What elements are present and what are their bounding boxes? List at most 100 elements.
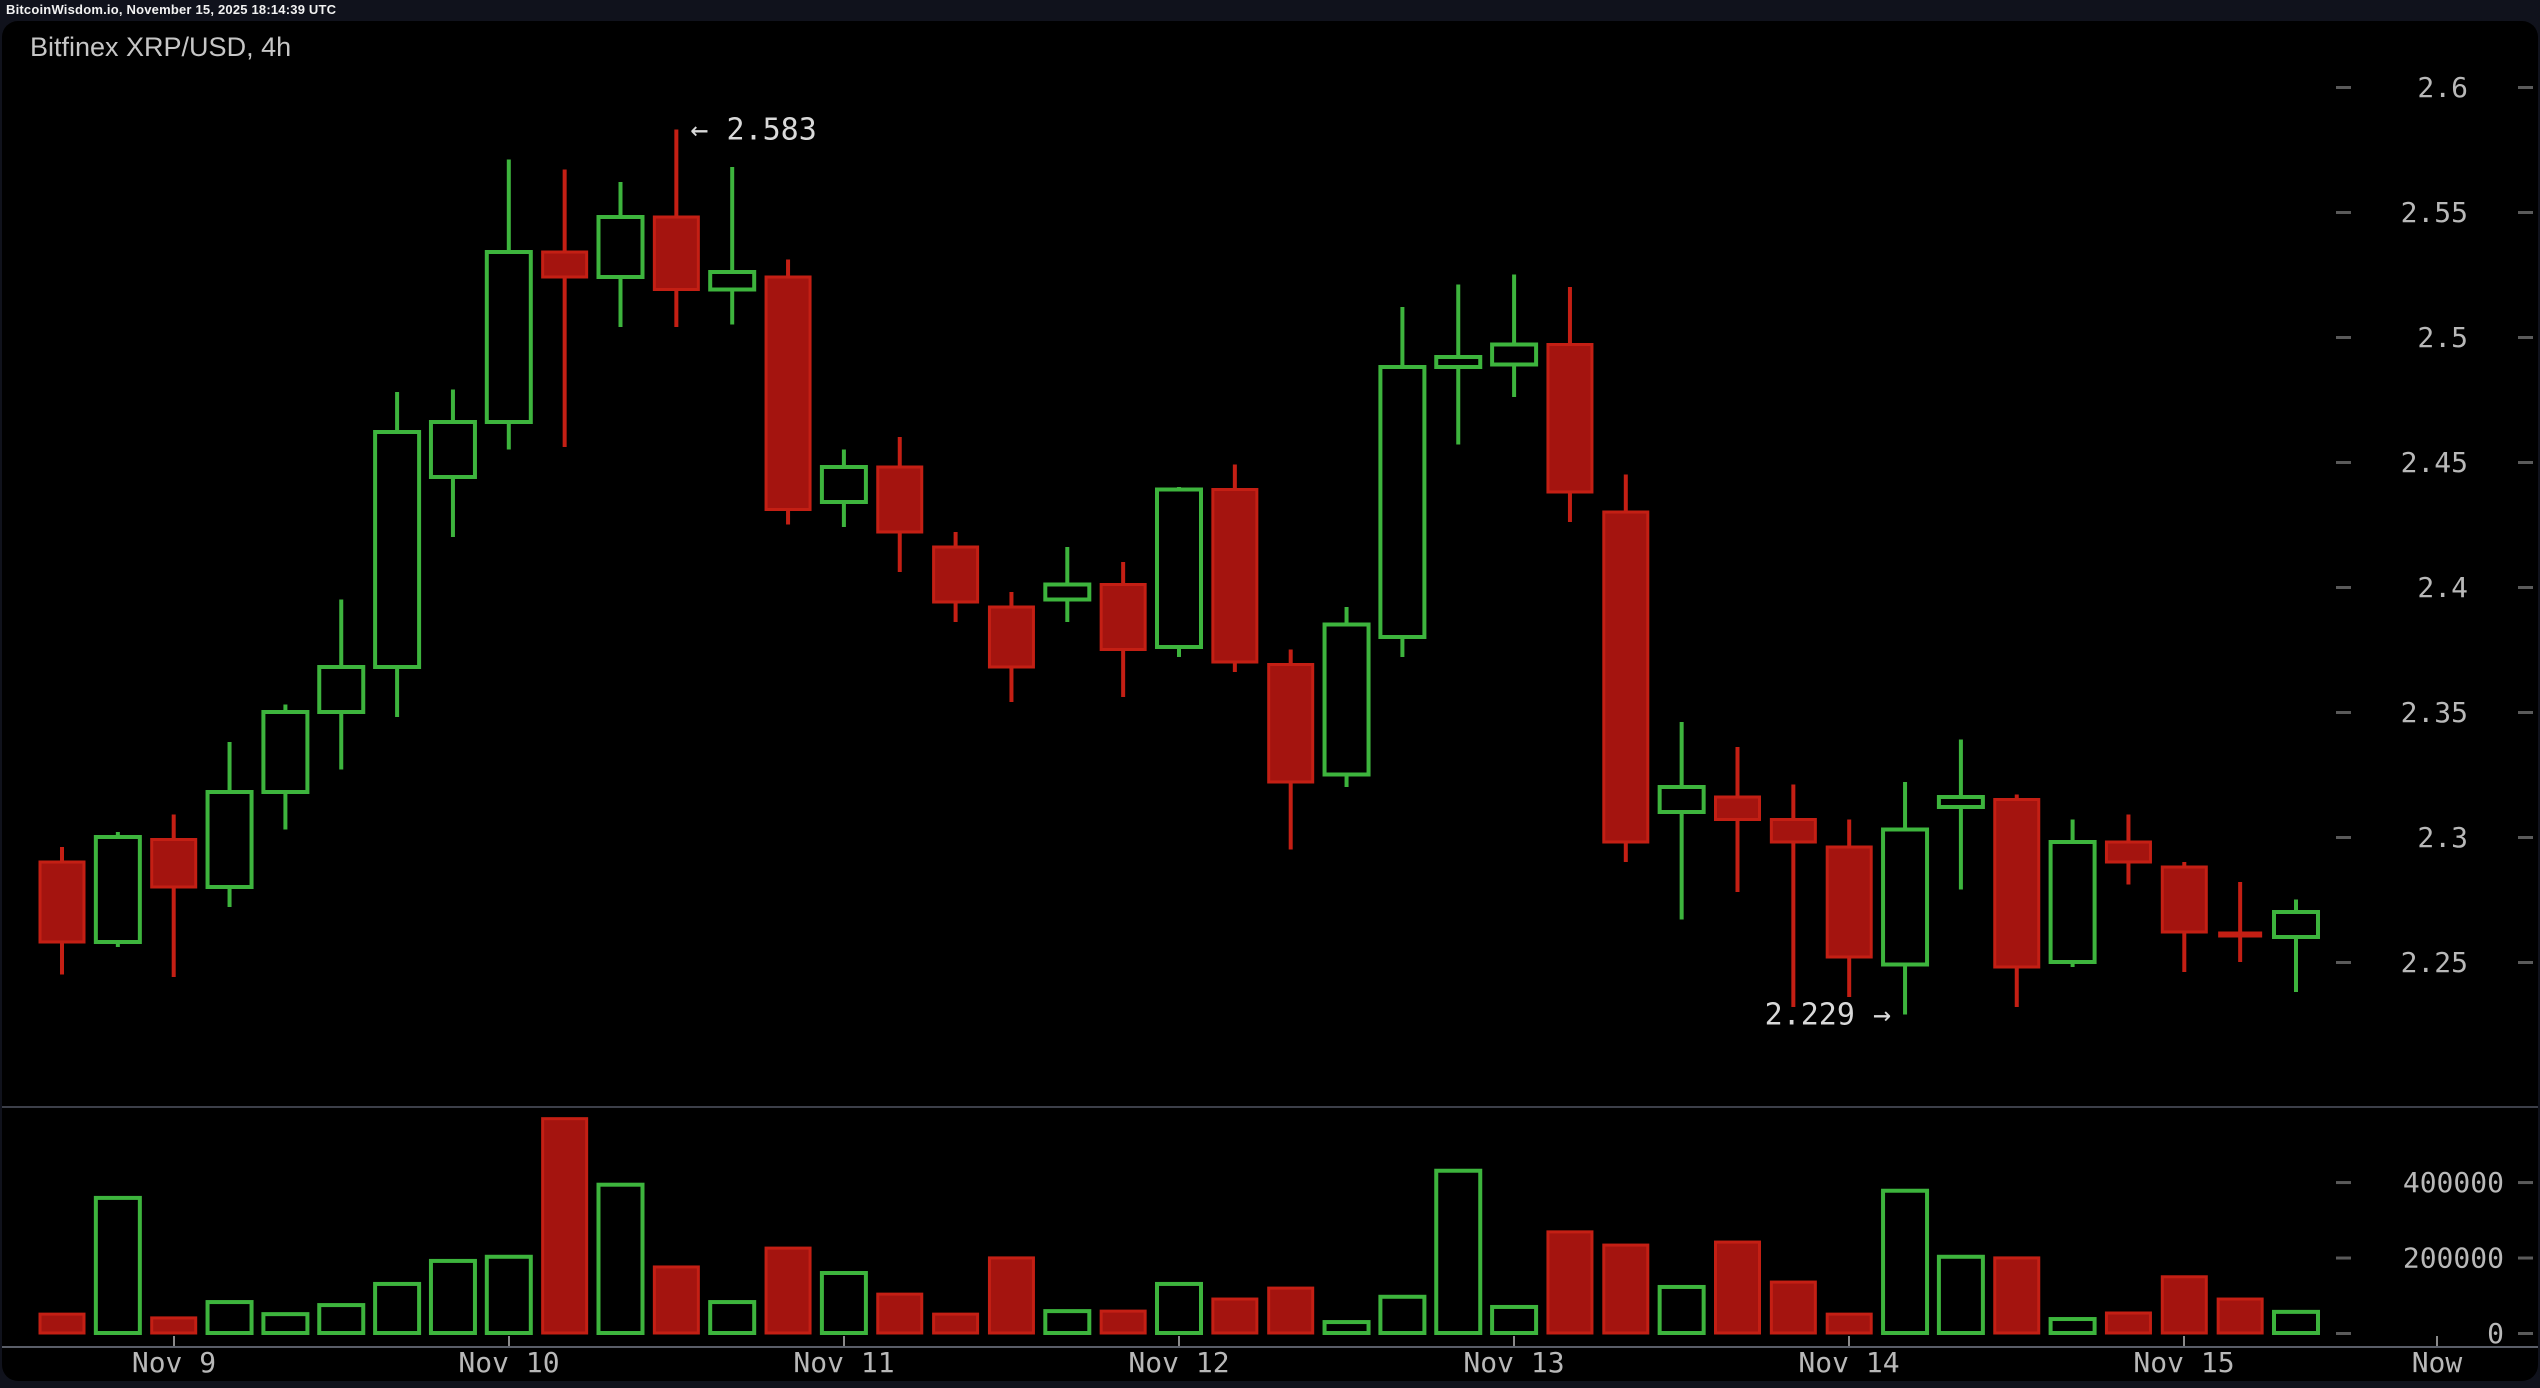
candle-body-up[interactable] xyxy=(261,710,310,794)
volume-bar-down[interactable] xyxy=(1602,1243,1650,1335)
candle-body-down[interactable] xyxy=(1211,488,1259,664)
candle-wick-down[interactable] xyxy=(171,814,176,978)
volume-bar-up[interactable] xyxy=(1936,1254,1985,1335)
candle-body-down[interactable] xyxy=(876,465,924,534)
volume-bar-up[interactable] xyxy=(317,1303,366,1335)
candle-body-up[interactable] xyxy=(484,250,533,424)
candle-body-down[interactable] xyxy=(1825,845,1873,959)
candle-body-down[interactable] xyxy=(1602,510,1650,844)
candle-body-doji-down[interactable] xyxy=(2218,931,2263,938)
candle-body-up[interactable] xyxy=(2272,910,2320,939)
candle-body-down[interactable] xyxy=(1714,795,1761,821)
volume-bar-up[interactable] xyxy=(1881,1188,1930,1335)
volume-bar-down[interactable] xyxy=(1993,1256,2041,1335)
candle-body-up[interactable] xyxy=(1936,795,1985,809)
volume-bar-up[interactable] xyxy=(428,1258,477,1336)
volume-bar-down[interactable] xyxy=(1714,1240,1761,1335)
volume-bar-up[interactable] xyxy=(2048,1317,2097,1335)
volume-bar-up[interactable] xyxy=(1378,1294,1427,1335)
volume-bar-down[interactable] xyxy=(2216,1297,2264,1335)
volume-bar-up[interactable] xyxy=(1322,1320,1371,1336)
volume-bar-down[interactable] xyxy=(38,1312,86,1335)
volume-bar-down[interactable] xyxy=(150,1316,198,1335)
candle-body-up[interactable] xyxy=(1490,342,1539,367)
volume-bar-up[interactable] xyxy=(1657,1284,1706,1336)
candle-body-down[interactable] xyxy=(541,250,589,279)
candle-body-up[interactable] xyxy=(596,215,645,279)
candle-body-down[interactable] xyxy=(38,860,86,944)
candle-wick-down[interactable] xyxy=(562,169,567,448)
candle-body-down[interactable] xyxy=(932,545,980,604)
candle-body-down[interactable] xyxy=(987,605,1035,669)
candle-body-down[interactable] xyxy=(1099,583,1147,651)
date-tick xyxy=(1178,1336,1180,1346)
volume-bar-down[interactable] xyxy=(2160,1275,2208,1335)
volume-bar-up[interactable] xyxy=(819,1271,868,1335)
candle-body-up[interactable] xyxy=(1434,355,1483,369)
volume-bar-down[interactable] xyxy=(876,1292,924,1335)
candle-body-up[interactable] xyxy=(373,430,422,669)
volume-bar-down[interactable] xyxy=(1769,1280,1817,1335)
candle-body-down[interactable] xyxy=(652,215,700,291)
volume-bar-down[interactable] xyxy=(1546,1230,1594,1335)
candle-body-up[interactable] xyxy=(708,270,757,292)
status-bar-text: BitcoinWisdom.io, November 15, 2025 18:1… xyxy=(6,2,337,17)
volume-bar-up[interactable] xyxy=(93,1195,142,1335)
volume-bar-down[interactable] xyxy=(987,1256,1035,1335)
candle-body-down[interactable] xyxy=(150,838,198,889)
volume-bar-down[interactable] xyxy=(1211,1297,1259,1335)
volume-bar-down[interactable] xyxy=(764,1246,812,1335)
date-axis-label: Nov 13 xyxy=(1463,1346,1564,1379)
volume-bar-down[interactable] xyxy=(1267,1286,1315,1335)
volume-bar-down[interactable] xyxy=(1099,1309,1147,1335)
candle-body-up[interactable] xyxy=(1155,487,1203,649)
volume-bar-up[interactable] xyxy=(708,1300,757,1336)
candle-wick-down[interactable] xyxy=(1791,784,1796,1008)
candle-body-down[interactable] xyxy=(2160,865,2208,934)
candle-wick-up[interactable] xyxy=(1512,274,1517,398)
candle-wick-up[interactable] xyxy=(1958,739,1963,890)
candle-body-up[interactable] xyxy=(1322,622,1371,777)
candle-wick-down[interactable] xyxy=(2238,882,2243,962)
price-axis-label: 2.6 xyxy=(2417,71,2468,104)
volume-bar-up[interactable] xyxy=(2272,1309,2320,1335)
volume-bar-up[interactable] xyxy=(261,1312,310,1336)
volume-bar-down[interactable] xyxy=(2104,1311,2152,1335)
volume-bar-up[interactable] xyxy=(373,1281,422,1335)
volume-bar-up[interactable] xyxy=(484,1254,533,1335)
volume-bar-up[interactable] xyxy=(1155,1281,1203,1335)
candle-wick-up[interactable] xyxy=(1679,722,1684,920)
volume-bar-down[interactable] xyxy=(541,1117,589,1335)
volume-tick-right xyxy=(2518,1332,2533,1335)
volume-bar-up[interactable] xyxy=(1490,1304,1539,1336)
volume-bar-up[interactable] xyxy=(1043,1309,1092,1335)
date-axis-label: Nov 12 xyxy=(1128,1346,1229,1379)
candle-body-up[interactable] xyxy=(1881,827,1930,967)
candle-body-up[interactable] xyxy=(2048,840,2097,964)
candle-body-up[interactable] xyxy=(317,665,366,714)
candle-body-up[interactable] xyxy=(1657,785,1706,814)
candle-body-down[interactable] xyxy=(1769,818,1817,844)
candle-wick-up[interactable] xyxy=(730,167,735,325)
volume-bar-up[interactable] xyxy=(596,1182,645,1335)
candle-body-up[interactable] xyxy=(93,835,142,944)
volume-bar-up[interactable] xyxy=(205,1300,254,1336)
candle-body-up[interactable] xyxy=(1378,365,1427,639)
price-tick-right xyxy=(2518,586,2533,589)
volume-bar-up[interactable] xyxy=(1434,1168,1483,1335)
candle-body-up[interactable] xyxy=(205,790,254,889)
candle-wick-up[interactable] xyxy=(2294,899,2298,993)
candle-body-down[interactable] xyxy=(1546,343,1594,494)
volume-bar-down[interactable] xyxy=(932,1312,980,1335)
candle-body-down[interactable] xyxy=(1993,798,2041,969)
candle-body-down[interactable] xyxy=(764,275,812,511)
volume-bar-down[interactable] xyxy=(1825,1312,1873,1335)
candle-body-up[interactable] xyxy=(819,465,868,504)
candle-body-down[interactable] xyxy=(1267,663,1315,784)
candle-body-down[interactable] xyxy=(2104,840,2152,864)
volume-bar-down[interactable] xyxy=(652,1265,700,1335)
candle-body-up[interactable] xyxy=(1043,582,1092,602)
price-axis-label: 2.4 xyxy=(2417,571,2468,604)
candle-body-up[interactable] xyxy=(428,420,477,479)
